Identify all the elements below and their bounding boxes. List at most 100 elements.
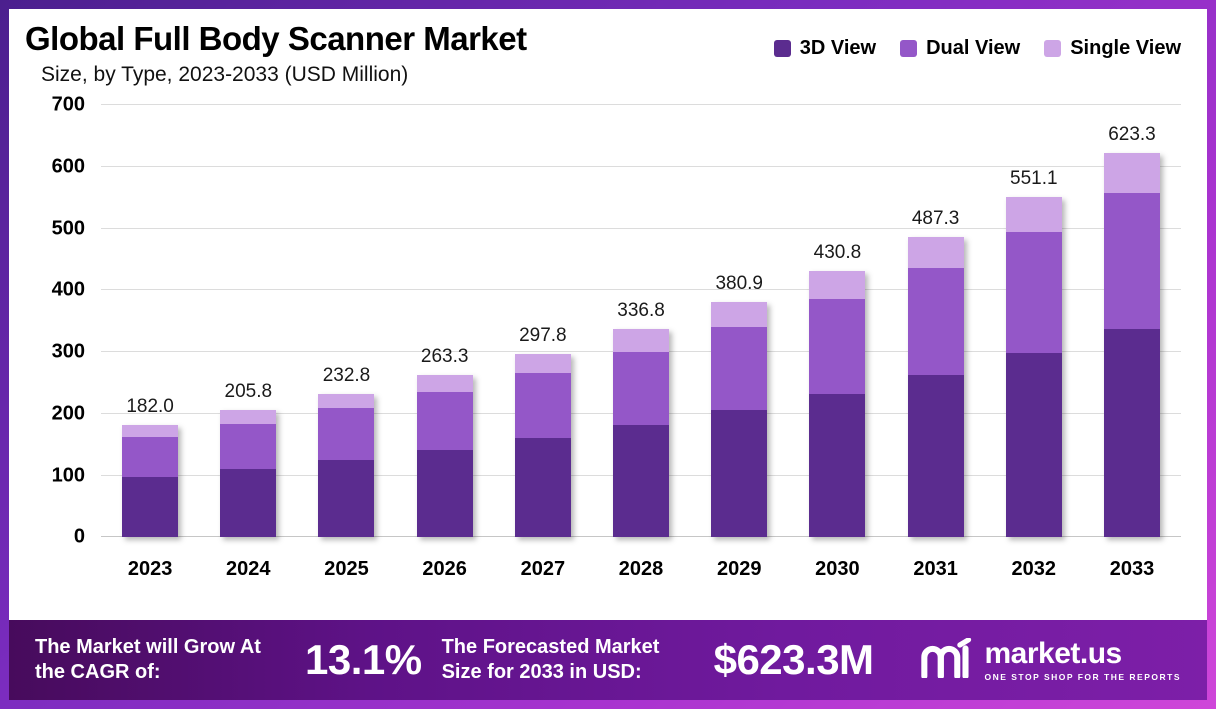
y-axis-tick-label: 200 (51, 402, 85, 425)
bar-total-label: 487.3 (911, 207, 960, 229)
cagr-value: 13.1% (305, 636, 422, 683)
bar-stack (318, 393, 375, 538)
bar-group: 297.8 2027 (494, 105, 592, 580)
bar-segment-dual-view (122, 436, 179, 477)
bar-segment-single-view (613, 329, 670, 352)
legend-label: Dual View (926, 37, 1021, 59)
bar-segment-3d-view (907, 375, 964, 538)
bar-segment-single-view (1103, 152, 1160, 193)
brand-name: market.us (984, 636, 1122, 670)
bar-segment-single-view (809, 271, 866, 300)
x-axis-label: 2028 (618, 558, 664, 581)
footer-banner: The Market will Grow At the CAGR of: 13.… (9, 620, 1207, 700)
bar-stack (1103, 152, 1160, 538)
bar-stack (122, 425, 179, 538)
y-axis-tick-label: 300 (51, 340, 85, 363)
bar-segment-single-view (318, 393, 375, 409)
x-axis-label: 2024 (226, 558, 271, 581)
x-axis-label: 2032 (1011, 558, 1057, 581)
bar-total-label: 297.8 (519, 324, 567, 346)
x-axis-label: 2030 (815, 558, 860, 581)
page-title: Global Full Body Scanner Market (25, 20, 527, 57)
chart-legend: 3D View Dual View Single View (773, 21, 1181, 60)
gridline (101, 227, 1181, 229)
bar-group: 430.8 2030 (788, 105, 886, 580)
bar-stack (220, 410, 277, 538)
legend-item: 3D View (773, 37, 877, 60)
bar-segment-dual-view (809, 299, 866, 394)
bar-group: 232.8 2025 (297, 105, 395, 580)
bar-group: 263.3 2026 (396, 105, 494, 580)
bar-group: 380.9 2029 (690, 105, 788, 580)
bar-segment-dual-view (318, 408, 375, 460)
bar-segment-3d-view (613, 424, 670, 538)
bar-segment-dual-view (613, 351, 670, 425)
cagr-label: The Market will Grow At the CAGR of: (35, 636, 261, 683)
y-axis-tick-label: 100 (51, 464, 85, 487)
legend-swatch-icon (773, 40, 791, 57)
bar-group: 205.8 2024 (199, 105, 297, 580)
x-axis-label: 2033 (1109, 558, 1155, 581)
gridline (101, 289, 1181, 291)
header: Global Full Body Scanner Market Size, by… (9, 9, 1207, 87)
y-axis-tick-label: 0 (73, 525, 85, 548)
page-subtitle: Size, by Type, 2023-2033 (USD Million) (41, 63, 409, 87)
bar-total-label: 232.8 (322, 364, 371, 386)
bar-group: 336.8 2028 (592, 105, 690, 580)
bar-total-label: 380.9 (715, 273, 763, 295)
bar-segment-dual-view (416, 392, 473, 450)
bar-total-label: 263.3 (420, 345, 469, 367)
bar-group: 623.3 2033 (1083, 105, 1181, 580)
legend-label: Single View (1070, 37, 1181, 59)
bar-segment-single-view (711, 302, 768, 327)
x-axis-label: 2023 (127, 558, 173, 581)
marketus-logo-icon (920, 636, 972, 683)
bar-stack (416, 374, 473, 538)
y-axis-tick-label: 400 (51, 278, 85, 301)
gridline (101, 104, 1181, 106)
bar-total-label: 430.8 (813, 242, 862, 264)
bar-segment-3d-view (318, 459, 375, 538)
forecast-value: $623.3M (713, 636, 874, 683)
bar-total-label: 182.0 (126, 396, 174, 417)
bar-total-label: 336.8 (617, 300, 665, 322)
bar-segment-dual-view (907, 268, 964, 375)
x-axis-label: 2026 (422, 558, 467, 581)
x-axis-label: 2025 (324, 558, 369, 581)
plot-area: 0 100 200 300 400 500 600 700 182.0 2023 205.8 2024… (52, 94, 1181, 580)
bar-total-label: 551.1 (1010, 168, 1058, 190)
bar-group: 487.3 2031 (887, 105, 985, 580)
bar-segment-single-view (416, 374, 473, 393)
bar-segment-3d-view (711, 410, 768, 538)
legend-swatch-icon (1044, 40, 1062, 57)
brand-block: market.us ONE STOP SHOP FOR THE REPORTS (920, 636, 1181, 683)
y-axis-tick-label: 500 (51, 217, 85, 240)
brand-text: market.us ONE STOP SHOP FOR THE REPORTS (984, 636, 1181, 682)
bar-stack (711, 302, 768, 538)
bar-stack (907, 236, 964, 538)
legend-label: 3D View (799, 37, 877, 59)
bar-segment-single-view (220, 410, 277, 424)
bar-segment-dual-view (711, 326, 768, 411)
bar-segment-3d-view (1005, 353, 1062, 538)
infographic: Global Full Body Scanner Market Size, by… (9, 9, 1207, 700)
brand-tagline: ONE STOP SHOP FOR THE REPORTS (984, 671, 1181, 682)
legend-item: Single View (1044, 37, 1181, 60)
bar-group: 182.0 2023 (101, 105, 199, 580)
bar-segment-dual-view (220, 423, 277, 469)
bar-stack (613, 329, 670, 538)
legend-swatch-icon (900, 40, 918, 57)
bar-stack (1005, 197, 1062, 538)
bar-segment-dual-view (1005, 232, 1062, 354)
bar-segment-3d-view (416, 449, 473, 538)
x-axis-label: 2029 (716, 558, 762, 581)
bar-segment-single-view (514, 353, 571, 374)
bar-total-label: 623.3 (1108, 123, 1156, 145)
bar-stack (809, 271, 866, 538)
bar-segment-single-view (1005, 197, 1062, 233)
bar-segment-3d-view (514, 437, 571, 538)
y-axis-tick-label: 700 (51, 93, 85, 116)
x-axis-label: 2027 (520, 558, 566, 581)
bar-segment-3d-view (122, 476, 179, 538)
